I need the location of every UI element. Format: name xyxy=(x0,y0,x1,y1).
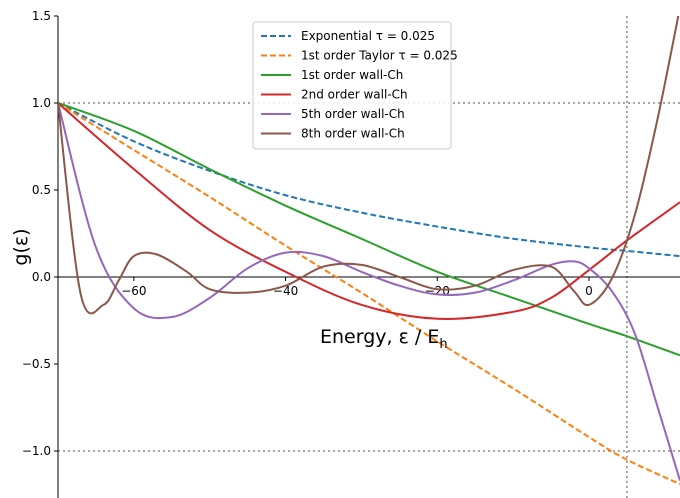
axes xyxy=(57,16,680,498)
x-tick-label: −60 xyxy=(121,284,146,298)
legend-box xyxy=(252,21,452,150)
series-lines xyxy=(58,16,680,485)
legend-label: 1st order wall-Ch xyxy=(301,68,403,82)
legend-label: 8th order wall-Ch xyxy=(301,127,405,141)
y-tick-label: 1.0 xyxy=(32,96,51,110)
series-line xyxy=(58,102,680,485)
series-line xyxy=(58,16,680,315)
y-tick-label: −1.0 xyxy=(22,444,51,458)
x-axis-label: Energy, ε / Eh xyxy=(320,326,448,352)
legend-label: 2nd order wall-Ch xyxy=(301,88,408,102)
y-tick-label: −0.5 xyxy=(22,357,51,371)
legend-label: 1st order Taylor τ = 0.025 xyxy=(301,49,458,63)
y-tick-label: 0.5 xyxy=(32,183,51,197)
y-tick-label: 1.5 xyxy=(32,9,51,23)
series-line xyxy=(58,102,680,357)
y-axis-label: g(ε) xyxy=(10,228,32,265)
series-line xyxy=(58,102,680,258)
x-tick-label: 0 xyxy=(585,284,593,298)
legend-label: 5th order wall-Ch xyxy=(301,107,405,121)
series-line xyxy=(58,102,680,320)
legend-label: Exponential τ = 0.025 xyxy=(301,29,435,43)
series-line xyxy=(58,102,680,481)
legend: Exponential τ = 0.025 1st order Taylor τ … xyxy=(252,21,458,150)
y-tick-label: 0.0 xyxy=(32,270,51,284)
